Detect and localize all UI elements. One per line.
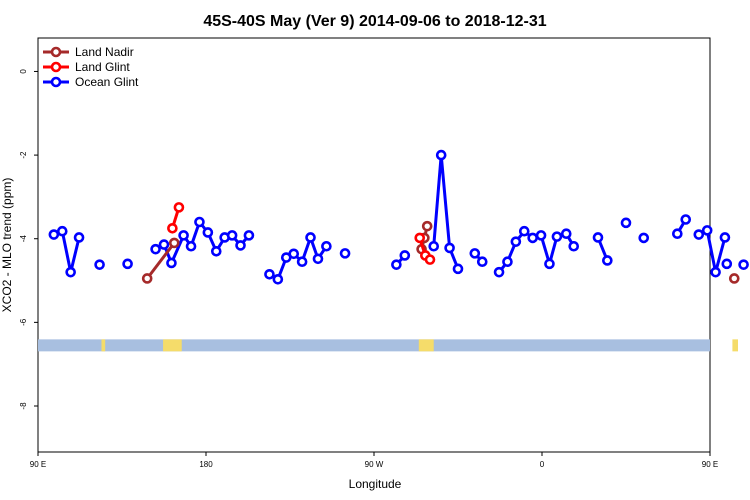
data-point (288, 248, 300, 260)
data-point (168, 237, 180, 249)
y-axis-label: XCO2 - MLO trend (ppm) (0, 178, 14, 313)
data-point (141, 273, 153, 284)
y-tick-label: 0 (19, 69, 28, 74)
data-point (94, 259, 105, 270)
chart-title: 45S-40S May (Ver 9) 2014-09-06 to 2018-1… (203, 13, 546, 30)
series-line (146, 241, 176, 280)
legend-marker (50, 76, 62, 88)
data-point (210, 245, 222, 257)
data-point (435, 149, 447, 161)
data-point (672, 228, 683, 240)
x-axis: 90 E 180 90 W 0 90 E (30, 452, 718, 469)
data-point (493, 266, 505, 278)
data-point (296, 256, 308, 268)
data-point (527, 232, 538, 244)
data-point (321, 240, 332, 252)
data-point (194, 216, 205, 228)
series-layer (48, 149, 749, 285)
legend-marker (50, 61, 62, 73)
data-point (48, 229, 60, 240)
data-point (428, 240, 440, 252)
data-point (272, 273, 284, 285)
data-point (568, 240, 580, 252)
data-point (424, 254, 436, 265)
data-point (414, 232, 426, 244)
data-point (592, 232, 604, 243)
data-point (620, 217, 632, 229)
data-point (235, 240, 246, 251)
data-point (178, 230, 189, 241)
data-point (312, 253, 324, 265)
y-axis: 0 -2 -4 -6 -8 (19, 69, 38, 410)
plot-frame (37, 37, 711, 453)
data-point (339, 248, 351, 259)
x-tick-label: 0 (540, 460, 545, 469)
x-tick-label: 90 E (30, 460, 46, 469)
data-point (602, 255, 613, 266)
data-point (728, 273, 740, 284)
y-tick-label: -2 (19, 151, 28, 159)
data-point (391, 259, 402, 270)
data-point (166, 257, 177, 269)
map-strip-land (732, 339, 738, 352)
data-point (150, 243, 161, 255)
data-point (680, 214, 692, 225)
data-point (264, 268, 275, 280)
legend-label: Ocean Glint (75, 75, 139, 89)
data-point (710, 266, 721, 278)
data-point (173, 202, 185, 213)
y-tick-label: -4 (19, 235, 28, 243)
data-point (73, 232, 85, 243)
data-point (638, 232, 650, 244)
x-tick-label: 90 E (702, 460, 718, 469)
data-point (535, 230, 547, 241)
data-point (510, 236, 522, 247)
data-point (65, 266, 76, 278)
x-tick-label: 90 W (365, 460, 384, 469)
y-tick-label: -6 (19, 318, 28, 326)
data-point (518, 225, 530, 237)
data-point (399, 250, 411, 261)
data-point (701, 225, 713, 236)
y-tick-label: -8 (19, 402, 28, 410)
data-point (185, 240, 197, 252)
series-line (432, 153, 460, 270)
x-tick-label: 180 (199, 460, 213, 469)
data-point (305, 232, 316, 243)
data-point (476, 256, 488, 268)
x-axis-label: Longitude (349, 477, 402, 491)
data-point (202, 227, 214, 238)
series-ocean-glint (48, 149, 749, 285)
series-land-glint (167, 202, 436, 265)
data-point (444, 242, 455, 254)
data-point (693, 229, 705, 240)
data-point (721, 258, 733, 270)
data-point (452, 263, 464, 275)
data-point (560, 228, 572, 240)
legend-label: Land Nadir (75, 45, 134, 59)
data-point (719, 232, 731, 243)
legend-label: Land Glint (75, 60, 130, 74)
map-strip-land (418, 339, 434, 352)
map-strip-ocean (38, 339, 710, 352)
data-point (167, 222, 178, 234)
data-point (122, 258, 133, 270)
map-strip-land (101, 339, 106, 352)
data-point (243, 230, 255, 241)
data-point (158, 239, 170, 250)
data-point (551, 231, 563, 242)
legend-marker (50, 46, 62, 58)
data-point (469, 248, 481, 259)
data-point (226, 230, 238, 241)
map-strip-land (163, 339, 182, 352)
data-point (502, 256, 513, 268)
data-point (738, 259, 749, 270)
data-point (56, 225, 68, 237)
data-point (421, 220, 433, 232)
data-point (544, 258, 555, 270)
map-strip (38, 339, 738, 352)
